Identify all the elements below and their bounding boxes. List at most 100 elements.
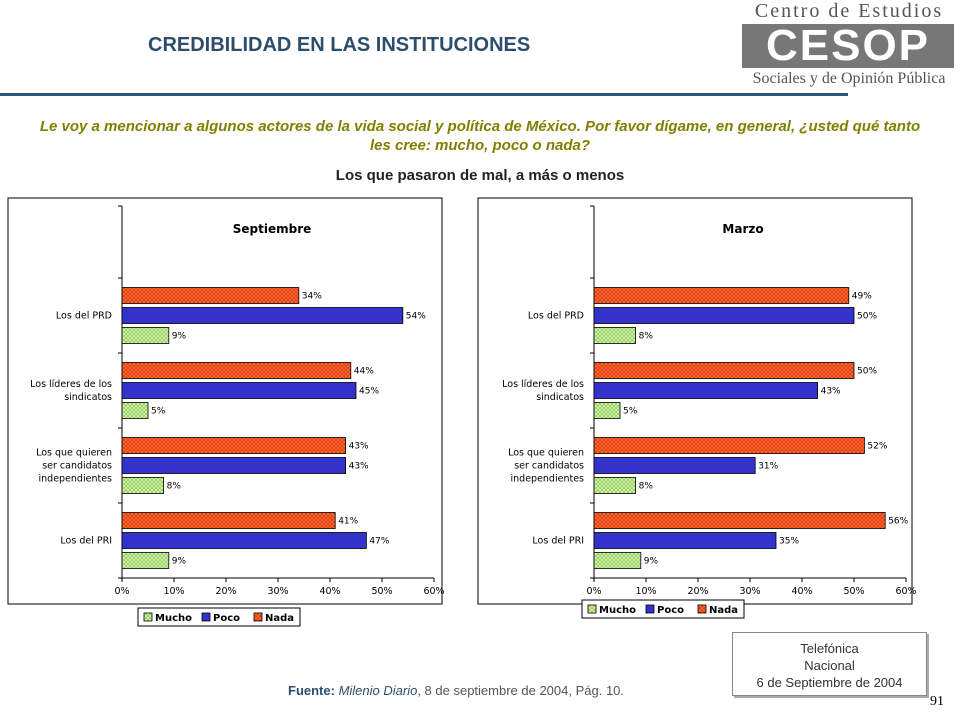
septiembre-bar-nada: [121, 437, 347, 454]
marzo-bar-mucho: [593, 402, 621, 419]
septiembre-x-tick-label: 50%: [371, 586, 392, 597]
marzo-x-tick-label: 60%: [895, 586, 916, 597]
septiembre-x-tick-label: 30%: [267, 586, 288, 597]
telefonica-line-1: Telefónica: [800, 641, 859, 656]
septiembre-bar-nada: [121, 362, 352, 379]
septiembre-value-label: 8%: [167, 482, 182, 492]
septiembre-bar-poco: [121, 457, 347, 474]
marzo-bar-nada: [593, 362, 855, 379]
septiembre-bar-mucho: [121, 552, 170, 569]
marzo-bar-mucho: [593, 327, 636, 344]
septiembre-value-label: 44%: [354, 367, 374, 377]
chart-subtitle: Los que pasaron de mal, a más o menos: [335, 167, 625, 184]
septiembre-legend-label-poco: Poco: [213, 613, 240, 624]
septiembre-legend-swatch-nada: [253, 612, 263, 622]
telefonica-line-3: 6 de Septiembre de 2004: [756, 675, 903, 690]
marzo-value-label: 52%: [867, 442, 887, 452]
marzo-legend-swatch-poco: [645, 604, 655, 614]
marzo-value-label: 50%: [857, 312, 877, 322]
marzo-category-label: Los del PRD: [528, 311, 584, 322]
septiembre-x-tick-label: 60%: [423, 586, 444, 597]
marzo-x-tick-label: 30%: [739, 586, 760, 597]
marzo-legend-swatch-mucho: [587, 604, 597, 614]
marzo-x-tick-label: 0%: [586, 586, 601, 597]
marzo-bar-nada: [593, 287, 850, 304]
marzo-legend-label-poco: Poco: [657, 605, 684, 616]
page-number: 91: [930, 694, 944, 709]
septiembre-bar-mucho: [121, 402, 149, 419]
septiembre-bar-nada: [121, 512, 336, 529]
septiembre-legend-label-mucho: Mucho: [155, 613, 192, 624]
septiembre-bar-nada: [121, 287, 300, 304]
source-label: Fuente:: [288, 683, 335, 698]
septiembre-value-label: 45%: [359, 387, 379, 397]
marzo-value-label: 49%: [852, 292, 872, 302]
septiembre-x-tick-label: 10%: [163, 586, 184, 597]
marzo-value-label: 50%: [857, 367, 877, 377]
marzo-bar-poco: [593, 532, 777, 549]
marzo-value-label: 9%: [644, 557, 659, 567]
marzo-bar-nada: [593, 437, 865, 454]
septiembre-value-label: 43%: [349, 442, 369, 452]
septiembre-category-label: Los del PRD: [56, 311, 112, 322]
telefonica-line-2: Nacional: [804, 658, 855, 673]
marzo-legend-swatch-nada: [697, 604, 707, 614]
septiembre-bar-poco: [121, 382, 357, 399]
marzo-category-label: ser candidatos: [514, 461, 584, 472]
marzo-value-label: 56%: [888, 517, 908, 527]
marzo-x-tick-label: 50%: [843, 586, 864, 597]
marzo-chart-title: Marzo: [722, 222, 763, 236]
marzo-value-label: 8%: [639, 332, 654, 342]
septiembre-value-label: 41%: [338, 517, 358, 527]
septiembre-bar-poco: [121, 307, 404, 324]
marzo-category-label: Los líderes de los: [502, 379, 584, 390]
septiembre-category-label: sindicatos: [64, 392, 112, 403]
survey-question: Le voy a mencionar a algunos actores de …: [39, 118, 921, 154]
septiembre-category-label: Los líderes de los: [30, 379, 112, 390]
marzo-value-label: 43%: [821, 387, 841, 397]
marzo-bar-poco: [593, 307, 855, 324]
marzo-legend-box: [581, 599, 745, 619]
header-divider: [0, 93, 848, 96]
logo-mark: CESOP: [742, 24, 954, 68]
marzo-value-label: 5%: [623, 407, 638, 417]
marzo-value-label: 35%: [779, 537, 799, 547]
septiembre-value-label: 5%: [151, 407, 166, 417]
septiembre-value-label: 54%: [406, 312, 426, 322]
septiembre-x-tick-label: 40%: [319, 586, 340, 597]
septiembre-value-label: 43%: [349, 462, 369, 472]
source-publication: Milenio Diario: [338, 683, 418, 698]
marzo-bar-poco: [593, 382, 819, 399]
septiembre-bar-mucho: [121, 327, 170, 344]
septiembre-legend-label-nada: Nada: [265, 613, 294, 624]
septiembre-legend-swatch-mucho: [143, 612, 153, 622]
septiembre-value-label: 9%: [172, 332, 187, 342]
page-title: CREDIBILIDAD EN LAS INSTITUCIONES: [148, 34, 531, 56]
septiembre-category-label: Los del PRI: [60, 536, 112, 547]
marzo-legend-label-mucho: Mucho: [599, 605, 636, 616]
septiembre-value-label: 47%: [369, 537, 389, 547]
marzo-x-tick-label: 20%: [687, 586, 708, 597]
marzo-bar-mucho: [593, 552, 642, 569]
septiembre-legend-swatch-poco: [201, 612, 211, 622]
logo-bottom-text: Sociales y de Opinión Pública: [752, 70, 946, 87]
septiembre-bar-poco: [121, 532, 367, 549]
marzo-category-label: sindicatos: [536, 392, 584, 403]
septiembre-value-label: 9%: [172, 557, 187, 567]
marzo-legend-label-nada: Nada: [709, 605, 738, 616]
marzo-category-label: independientes: [511, 474, 585, 485]
septiembre-x-tick-label: 20%: [215, 586, 236, 597]
cesop-logo: Centro de Estudios CESOP Sociales y de O…: [738, 0, 960, 96]
marzo-x-tick-label: 40%: [791, 586, 812, 597]
source-rest: , 8 de septiembre de 2004, Pág. 10.: [417, 683, 625, 698]
marzo-value-label: 8%: [639, 482, 654, 492]
septiembre-chart-title: Septiembre: [233, 222, 312, 236]
septiembre-value-label: 34%: [302, 292, 322, 302]
marzo-category-label: Los que quieren: [508, 448, 584, 459]
source-note: Fuente: Milenio Diario, 8 de septiembre …: [288, 683, 624, 698]
marzo-category-label: Los del PRI: [532, 536, 584, 547]
septiembre-category-label: Los que quieren: [36, 448, 112, 459]
septiembre-category-label: independientes: [39, 474, 113, 485]
logo-top-text: Centro de Estudios: [754, 0, 944, 22]
